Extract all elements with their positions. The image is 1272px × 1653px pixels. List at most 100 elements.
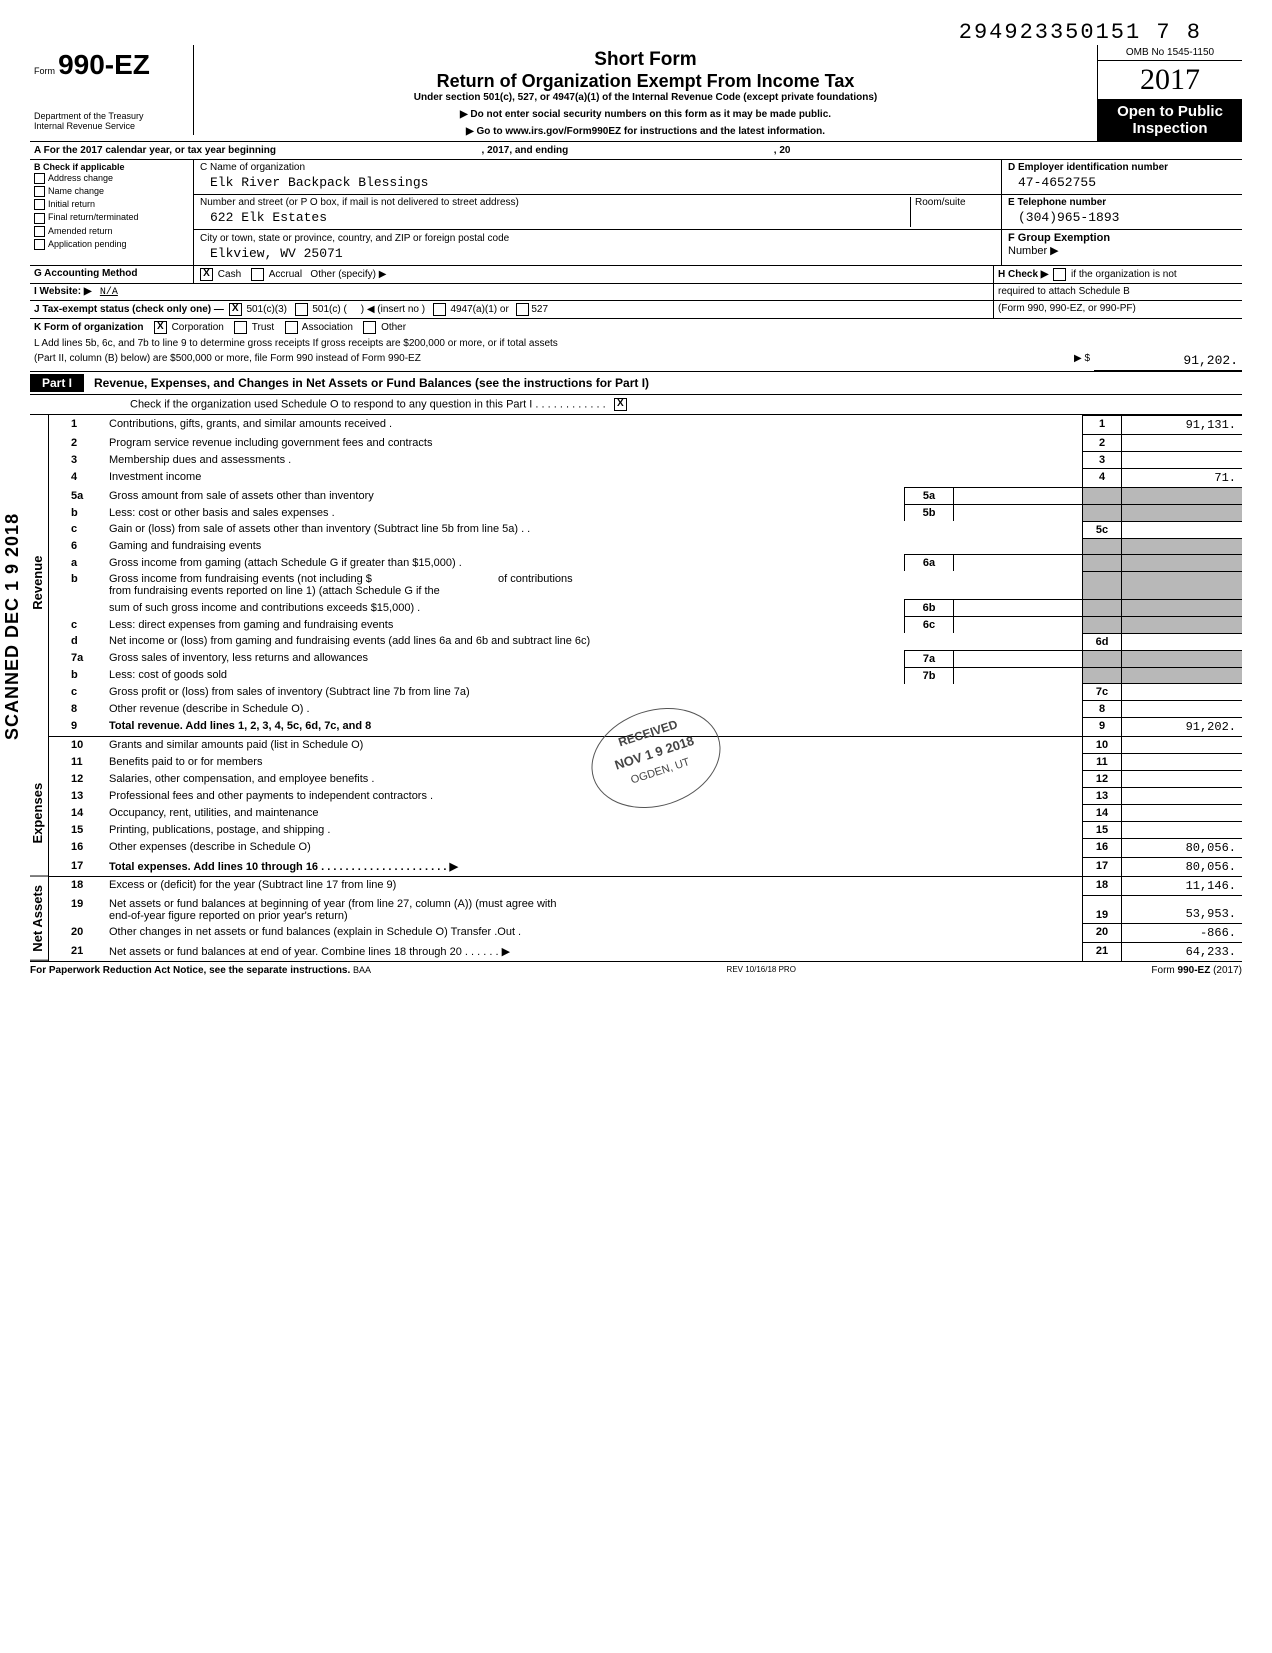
f-group-label: F Group Exemption [1008, 232, 1110, 244]
return-title: Return of Organization Exempt From Incom… [202, 71, 1089, 92]
label-other-org: Other [381, 322, 406, 333]
checkbox-501c[interactable] [295, 303, 308, 316]
checkbox-schedule-b[interactable] [1053, 268, 1066, 281]
checkbox-527[interactable] [516, 303, 529, 316]
line-20-desc: Other changes in net assets or fund bala… [105, 924, 1083, 943]
l-gross-receipts: 91,202. [1094, 351, 1242, 371]
line-8-rbox: 8 [1083, 701, 1122, 718]
line-7b-box: 7b [905, 667, 954, 684]
ein-value: 47-4652755 [1008, 173, 1236, 192]
line-a: A For the 2017 calendar year, or tax yea… [30, 142, 1242, 160]
line-6a-box: 6a [905, 555, 954, 572]
part-i-label: Part I [30, 374, 84, 392]
label-other-method: Other (specify) ▶ [310, 269, 386, 280]
label-accrual: Accrual [269, 269, 302, 280]
line-5a-desc: Gross amount from sale of assets other t… [105, 488, 905, 505]
line-6b-box: 6b [905, 600, 954, 617]
checkbox-accrual[interactable] [251, 268, 264, 281]
line-6c-box: 6c [905, 617, 954, 634]
checkbox-initial-return[interactable] [34, 199, 45, 210]
line-20-val: -866. [1122, 924, 1243, 943]
sidebar-expenses: Expenses [30, 750, 48, 877]
short-form-title: Short Form [202, 49, 1089, 71]
line-14-desc: Occupancy, rent, utilities, and maintena… [105, 805, 1083, 822]
label-501c: 501(c) ( [312, 304, 346, 315]
line-9-rbox: 9 [1083, 718, 1122, 737]
line-7a-desc: Gross sales of inventory, less returns a… [105, 650, 905, 667]
footer-rev: REV 10/16/18 PRO [727, 965, 796, 976]
label-address-change: Address change [48, 173, 113, 183]
checkbox-501c3[interactable]: X [229, 303, 242, 316]
checkbox-address-change[interactable] [34, 173, 45, 184]
line-15-desc: Printing, publications, postage, and shi… [105, 822, 1083, 839]
line-5a-box: 5a [905, 488, 954, 505]
room-suite-label: Room/suite [915, 197, 966, 208]
col-b-checkboxes: B Check if applicable Address change Nam… [30, 160, 194, 265]
label-cash: Cash [218, 269, 241, 280]
line-a-mid: , 2017, and ending [482, 145, 569, 156]
checkbox-cash[interactable]: X [200, 268, 213, 281]
scanned-stamp: SCANNED DEC 1 9 2018 [2, 513, 23, 740]
line-13-desc: Professional fees and other payments to … [105, 788, 1083, 805]
sidebar-revenue: Revenue [30, 415, 48, 750]
dln-number: 294923350151 7 8 [30, 20, 1242, 45]
l-arrow: ▶ $ [1026, 351, 1094, 371]
line-6d-rbox: 6d [1083, 633, 1122, 650]
h-check-label: H Check ▶ [998, 269, 1048, 280]
line-a-end: , 20 [774, 145, 791, 156]
checkbox-corporation[interactable]: X [154, 321, 167, 334]
c-street-label: Number and street (or P O box, if mail i… [200, 197, 519, 208]
line-7a-box: 7a [905, 650, 954, 667]
line-17-desc: Total expenses. Add lines 10 through 16 … [109, 861, 458, 873]
line-4-desc: Investment income [105, 469, 1083, 488]
b-header: B Check if applicable [34, 162, 125, 172]
checkbox-final-return[interactable] [34, 213, 45, 224]
line-a-pre: A For the 2017 calendar year, or tax yea… [34, 145, 276, 156]
dept-treasury: Department of the Treasury [34, 111, 189, 121]
line-7b-desc: Less: cost of goods sold [105, 667, 905, 684]
line-6b-desc-pre: Gross income from fundraising events (no… [109, 573, 372, 585]
line-19-val: 53,953. [1122, 896, 1243, 924]
checkbox-other-org[interactable] [363, 321, 376, 334]
line-8-desc: Other revenue (describe in Schedule O) . [105, 701, 1083, 718]
h-label3: required to attach Schedule B [998, 286, 1130, 297]
org-street: 622 Elk Estates [200, 208, 910, 227]
line-9-val: 91,202. [1122, 718, 1243, 737]
checkbox-name-change[interactable] [34, 186, 45, 197]
label-527: 527 [531, 304, 548, 315]
open-public: Open to Public [1117, 103, 1223, 120]
part-i-header: Part I Revenue, Expenses, and Changes in… [30, 371, 1242, 395]
l-line2: (Part II, column (B) below) are $500,000… [30, 351, 1026, 371]
line-19-desc2: end-of-year figure reported on prior yea… [109, 910, 348, 922]
part-i-check-line: Check if the organization used Schedule … [130, 398, 606, 410]
omb-number: OMB No 1545-1150 [1097, 45, 1242, 61]
checkbox-trust[interactable] [234, 321, 247, 334]
website-value: N/A [100, 287, 118, 298]
checkbox-application-pending[interactable] [34, 239, 45, 250]
phone-value: (304)965-1893 [1008, 208, 1236, 227]
ssn-warning: ▶ Do not enter social security numbers o… [202, 109, 1089, 120]
label-501c-insert: ) ◀ (insert no ) [361, 304, 425, 315]
label-association: Association [302, 322, 353, 333]
line-2-desc: Program service revenue including govern… [105, 435, 1083, 452]
checkbox-4947[interactable] [433, 303, 446, 316]
label-initial-return: Initial return [48, 199, 95, 209]
line-6-desc: Gaming and fundraising events [105, 538, 1083, 555]
checkbox-schedule-o[interactable]: X [614, 398, 627, 411]
form-header: Form 990-EZ Department of the Treasury I… [30, 45, 1242, 142]
line-18-val: 11,146. [1122, 877, 1243, 896]
l-line1: L Add lines 5b, 6c, and 7b to line 9 to … [30, 336, 1242, 351]
line-3-desc: Membership dues and assessments . [105, 452, 1083, 469]
e-phone-label: E Telephone number [1008, 197, 1106, 208]
checkbox-association[interactable] [285, 321, 298, 334]
line-5c-desc: Gain or (loss) from sale of assets other… [105, 521, 1083, 538]
line-16-desc: Other expenses (describe in Schedule O) [105, 839, 1083, 858]
form-prefix: Form [34, 66, 55, 76]
subtitle: Under section 501(c), 527, or 4947(a)(1)… [202, 92, 1089, 103]
label-amended-return: Amended return [48, 226, 113, 236]
f-number-label: Number ▶ [1008, 245, 1059, 257]
label-final-return: Final return/terminated [48, 212, 139, 222]
checkbox-amended-return[interactable] [34, 226, 45, 237]
line-6b-desc2: from fundraising events reported on line… [109, 585, 440, 597]
line-6d-desc: Net income or (loss) from gaming and fun… [105, 633, 1083, 650]
